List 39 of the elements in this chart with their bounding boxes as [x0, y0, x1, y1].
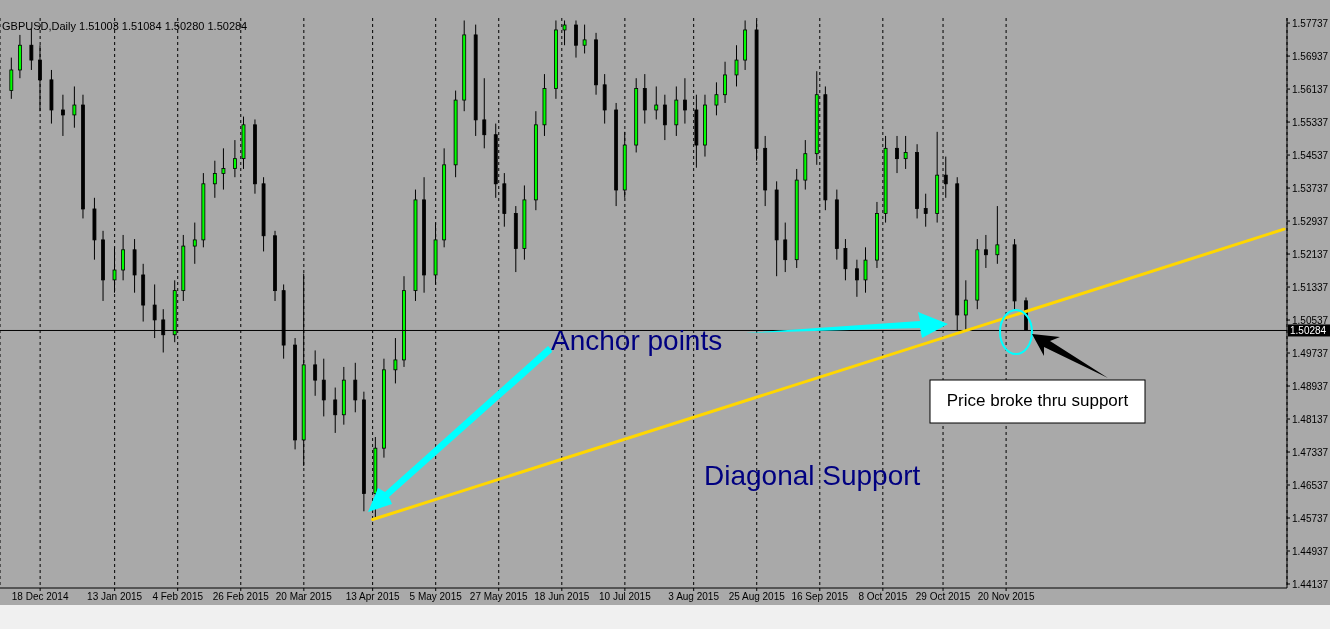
y-tick-label: 1.44937 [1292, 545, 1329, 557]
y-tick-label: 1.52937 [1292, 215, 1329, 227]
y-tick-label: 1.52137 [1292, 248, 1329, 260]
x-tick-label: 25 Aug 2015 [728, 591, 786, 603]
x-tick-label: 29 Oct 2015 [915, 591, 971, 603]
x-tick-label: 3 Aug 2015 [668, 591, 720, 603]
y-tick-label: 1.48137 [1292, 413, 1329, 425]
y-tick-label: 1.57737 [1292, 17, 1329, 29]
y-tick-label: 1.49737 [1292, 347, 1329, 359]
x-tick-label: 16 Sep 2015 [791, 591, 849, 603]
x-tick-label: 8 Oct 2015 [858, 591, 908, 603]
x-tick-label: 13 Apr 2015 [345, 591, 401, 603]
y-tick-label: 1.54537 [1292, 149, 1329, 161]
annotation: Price broke thru support [946, 391, 1129, 410]
y-tick-label: 1.56937 [1292, 50, 1329, 62]
y-tick-label: 1.44137 [1292, 578, 1329, 590]
y-tick-label: 1.53737 [1292, 182, 1329, 194]
x-tick-label: 10 Jul 2015 [599, 591, 652, 603]
ref-line-label: 1.50284 [1290, 325, 1327, 337]
x-tick-label: 27 May 2015 [469, 591, 529, 603]
chart-title: GBPUSD,Daily 1.51003 1.51084 1.50280 1.50284 [2, 20, 248, 32]
y-tick-label: 1.47337 [1292, 446, 1329, 458]
x-tick-label: 5 May 2015 [409, 591, 463, 603]
x-tick-label: 4 Feb 2015 [152, 591, 204, 603]
x-tick-label: 20 Mar 2015 [275, 591, 333, 603]
x-tick-label: 18 Jun 2015 [534, 591, 590, 603]
x-tick-label: 13 Jan 2015 [87, 591, 143, 603]
y-tick-label: 1.45737 [1292, 512, 1329, 524]
y-tick-label: 1.51337 [1292, 281, 1329, 293]
y-tick-label: 1.48937 [1292, 380, 1329, 392]
annotation: Diagonal Support [704, 460, 921, 491]
x-tick-label: 18 Dec 2014 [11, 591, 69, 603]
y-tick-label: 1.56137 [1292, 83, 1329, 95]
y-tick-label: 1.50537 [1292, 314, 1329, 326]
x-tick-label: 20 Nov 2015 [977, 591, 1035, 603]
x-tick-label: 26 Feb 2015 [212, 591, 270, 603]
y-tick-label: 1.46537 [1292, 479, 1329, 491]
y-tick-label: 1.55337 [1292, 116, 1329, 128]
annotation: Anchor points [551, 325, 723, 356]
